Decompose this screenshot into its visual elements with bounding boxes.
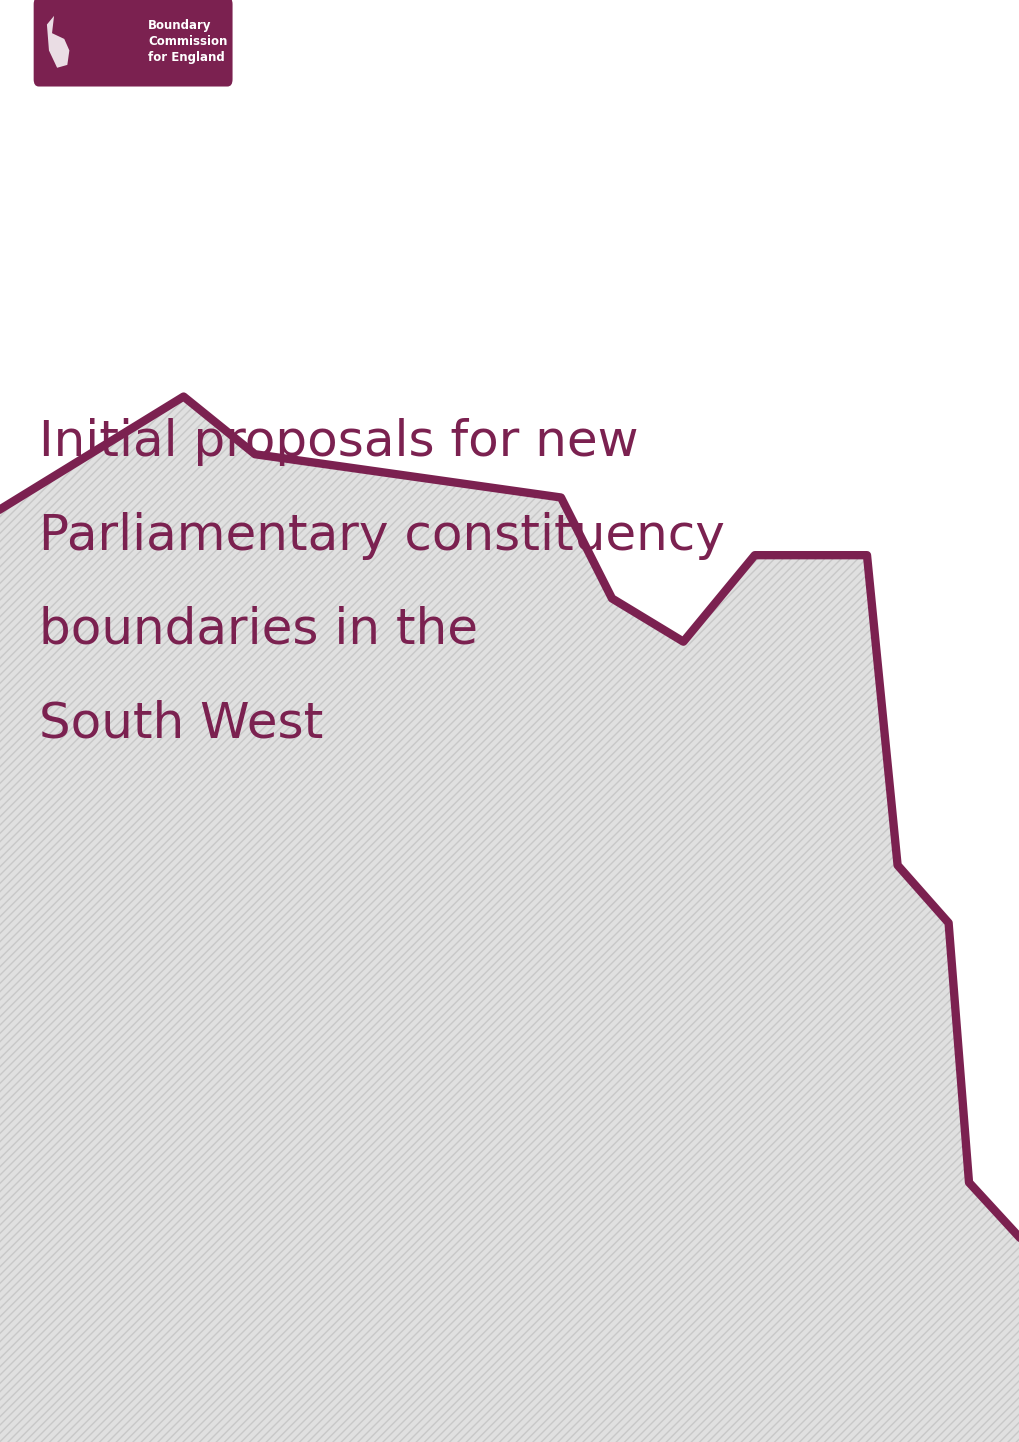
Text: boundaries in the: boundaries in the xyxy=(39,606,477,653)
Text: Parliamentary constituency: Parliamentary constituency xyxy=(39,512,723,559)
Polygon shape xyxy=(47,16,69,68)
Text: Boundary
Commission
for England: Boundary Commission for England xyxy=(148,19,227,65)
Text: Initial proposals for new: Initial proposals for new xyxy=(39,418,638,466)
FancyBboxPatch shape xyxy=(34,0,232,87)
Text: South West: South West xyxy=(39,699,323,747)
Polygon shape xyxy=(0,397,1019,1442)
